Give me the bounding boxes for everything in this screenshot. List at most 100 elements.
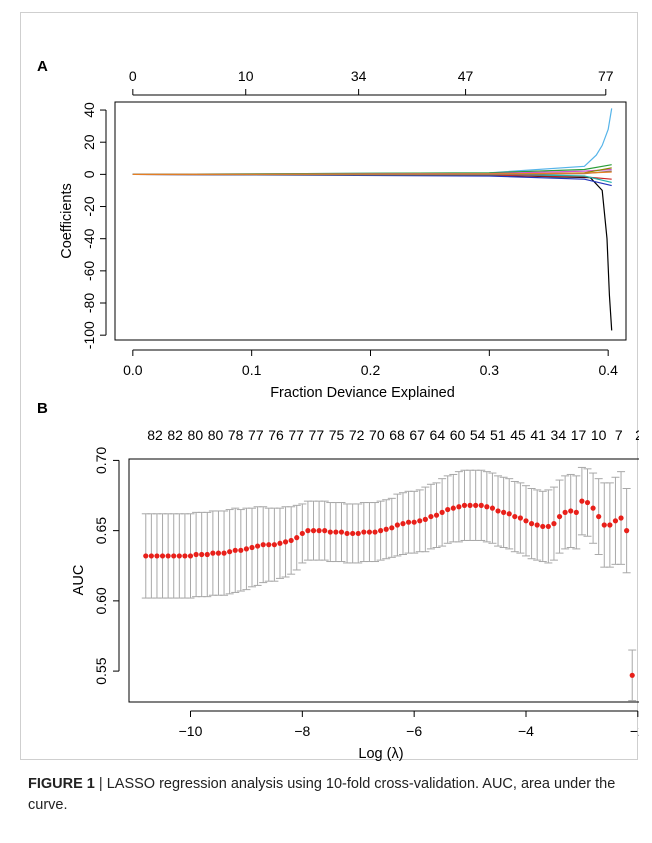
panel-b-auc-point [405,519,412,525]
panel-b-auc-point [562,509,568,515]
panel-b-auc-point [484,504,490,510]
panel-b-plot-frame [128,458,639,703]
panel-b-top-label: 2 [635,427,639,443]
panel-a-top-tick-label: 10 [238,68,254,84]
panel-b-auc-point [489,505,496,511]
panel-b-auc-point [568,508,574,514]
panel-b-auc-point [299,530,305,537]
panel-a-y-tick-label: 0 [81,170,97,178]
panel-b-auc-point [159,553,166,559]
panel-b-auc-point [517,515,523,521]
panel-b-auc-point [607,522,613,528]
panel-b-auc-point [249,544,255,551]
panel-b-top-label: 72 [349,427,365,443]
panel-b-top-label: 82 [147,427,163,443]
panel-b-auc-point [383,526,389,532]
panel-b-auc-point [266,542,272,548]
panel-b-top-label: 78 [228,427,244,443]
panel-b-x-tick-label: −6 [406,723,422,739]
panel-b-auc-point [467,502,473,508]
panel-b-auc-point [327,529,333,535]
panel-a-series-line [132,108,613,175]
panel-b-auc-point [624,528,630,534]
panel-b-top-label: 77 [248,427,264,443]
panel-b-top-label: 45 [510,427,526,443]
caption-separator: | [94,776,107,792]
panel-b-top-label: 7 [615,427,623,443]
panel-b-auc-point [501,509,507,515]
panel-b-auc-point [282,539,289,545]
figure-plots: A 0.0 0.1 0.2 0.3 0.4 Fraction Deviance Explai… [37,58,639,761]
panel-b-auc-point [165,553,171,559]
panel-b-top-label: 68 [389,427,405,443]
panel-b-auc-point [394,522,400,528]
panel-a-y-tick-label: -60 [81,261,97,281]
panel-b-auc-point [573,509,579,515]
panel-a-y-tick-label: -100 [81,321,97,349]
panel-b-auc-point [232,547,238,553]
panel-a-x-tick-label: 0.1 [242,362,262,378]
panel-b-auc-point [355,530,361,537]
panel-b-auc-point [596,513,602,520]
panel-b-auc-point [534,522,540,528]
panel-a-x-tick-label: 0.3 [480,362,500,378]
panel-b-auc-point [176,553,182,559]
panel-b-x-tick-label: −8 [294,723,310,739]
panel-b-auc-point [422,516,428,522]
panel-b-auc-point [433,512,440,518]
panel-b-auc-point [528,521,535,527]
panel-b-y-tick-label: 0.70 [93,447,109,474]
panel-b-auc-point [227,549,233,555]
panel-b-x-tick-label: −2 [630,723,639,739]
panel-b-x-tick-label: −10 [179,723,203,739]
panel-a-x-tick-label: 0.2 [361,362,381,378]
panel-b-auc-point [378,528,384,534]
panel-b-x-tick-label: −4 [518,723,534,739]
panel-b-auc-point [215,550,222,556]
panel-b-auc-point [456,504,462,510]
panel-b-auc-point [310,528,317,534]
panel-b-top-label: 41 [530,427,546,443]
panel-b-auc-point [187,553,194,559]
panel-b-auc-point [199,551,205,558]
panel-b-y-tick-label: 0.60 [93,587,109,614]
panel-b-auc-point [277,540,283,546]
panel-b-top-label: 70 [369,427,385,443]
panel-a-top-tick-label: 77 [598,68,614,84]
panel-a-plot-frame [114,101,627,341]
panel-b-y-tick-label: 0.55 [93,657,109,684]
panel-b-auc-point [512,513,518,520]
panel-b-top-label: 51 [490,427,506,443]
panel-a-x-tick-label: 0.0 [123,362,143,378]
panel-b-auc-point [523,518,529,524]
panel-b-top-label: 60 [450,427,466,443]
panel-b-top-label: 77 [309,427,325,443]
panel-b-top-label: 77 [288,427,304,443]
panel-a-y-tick-label: -40 [81,228,97,248]
panel-b-auc-point [473,502,479,508]
panel-a-top-tick-label: 0 [129,68,137,84]
panel-b-auc-point [204,551,210,558]
panel-b-auc-point [271,542,277,548]
panel-b-auc-point [540,523,546,530]
panel-b-auc-point [556,513,563,520]
panel-a-y-tick-label: 40 [81,102,97,118]
panel-b-auc-point [210,550,216,556]
panel-b-auc-point [238,547,244,553]
panel-b-top-label: 76 [268,427,284,443]
panel-b-auc-point [154,553,160,559]
panel-b-auc-point [629,672,635,678]
panel-b-auc-point [243,546,250,552]
panel-b-auc-point [148,553,154,559]
panel-b-auc-point [361,529,367,535]
panel-b-auc-point [551,521,557,527]
panel-b-top-label: 80 [188,427,204,443]
panel-b-auc-point [316,528,322,534]
panel-b-top-label: 75 [329,427,345,443]
caption-text: LASSO regression analysis using 10-fold … [28,776,616,813]
panel-b-top-label: 54 [470,427,486,443]
panel-b-top-label: 82 [167,427,183,443]
panel-b-auc-point [590,505,596,511]
panel-b-auc-point [294,535,300,541]
panel-b-auc-point [143,553,149,559]
